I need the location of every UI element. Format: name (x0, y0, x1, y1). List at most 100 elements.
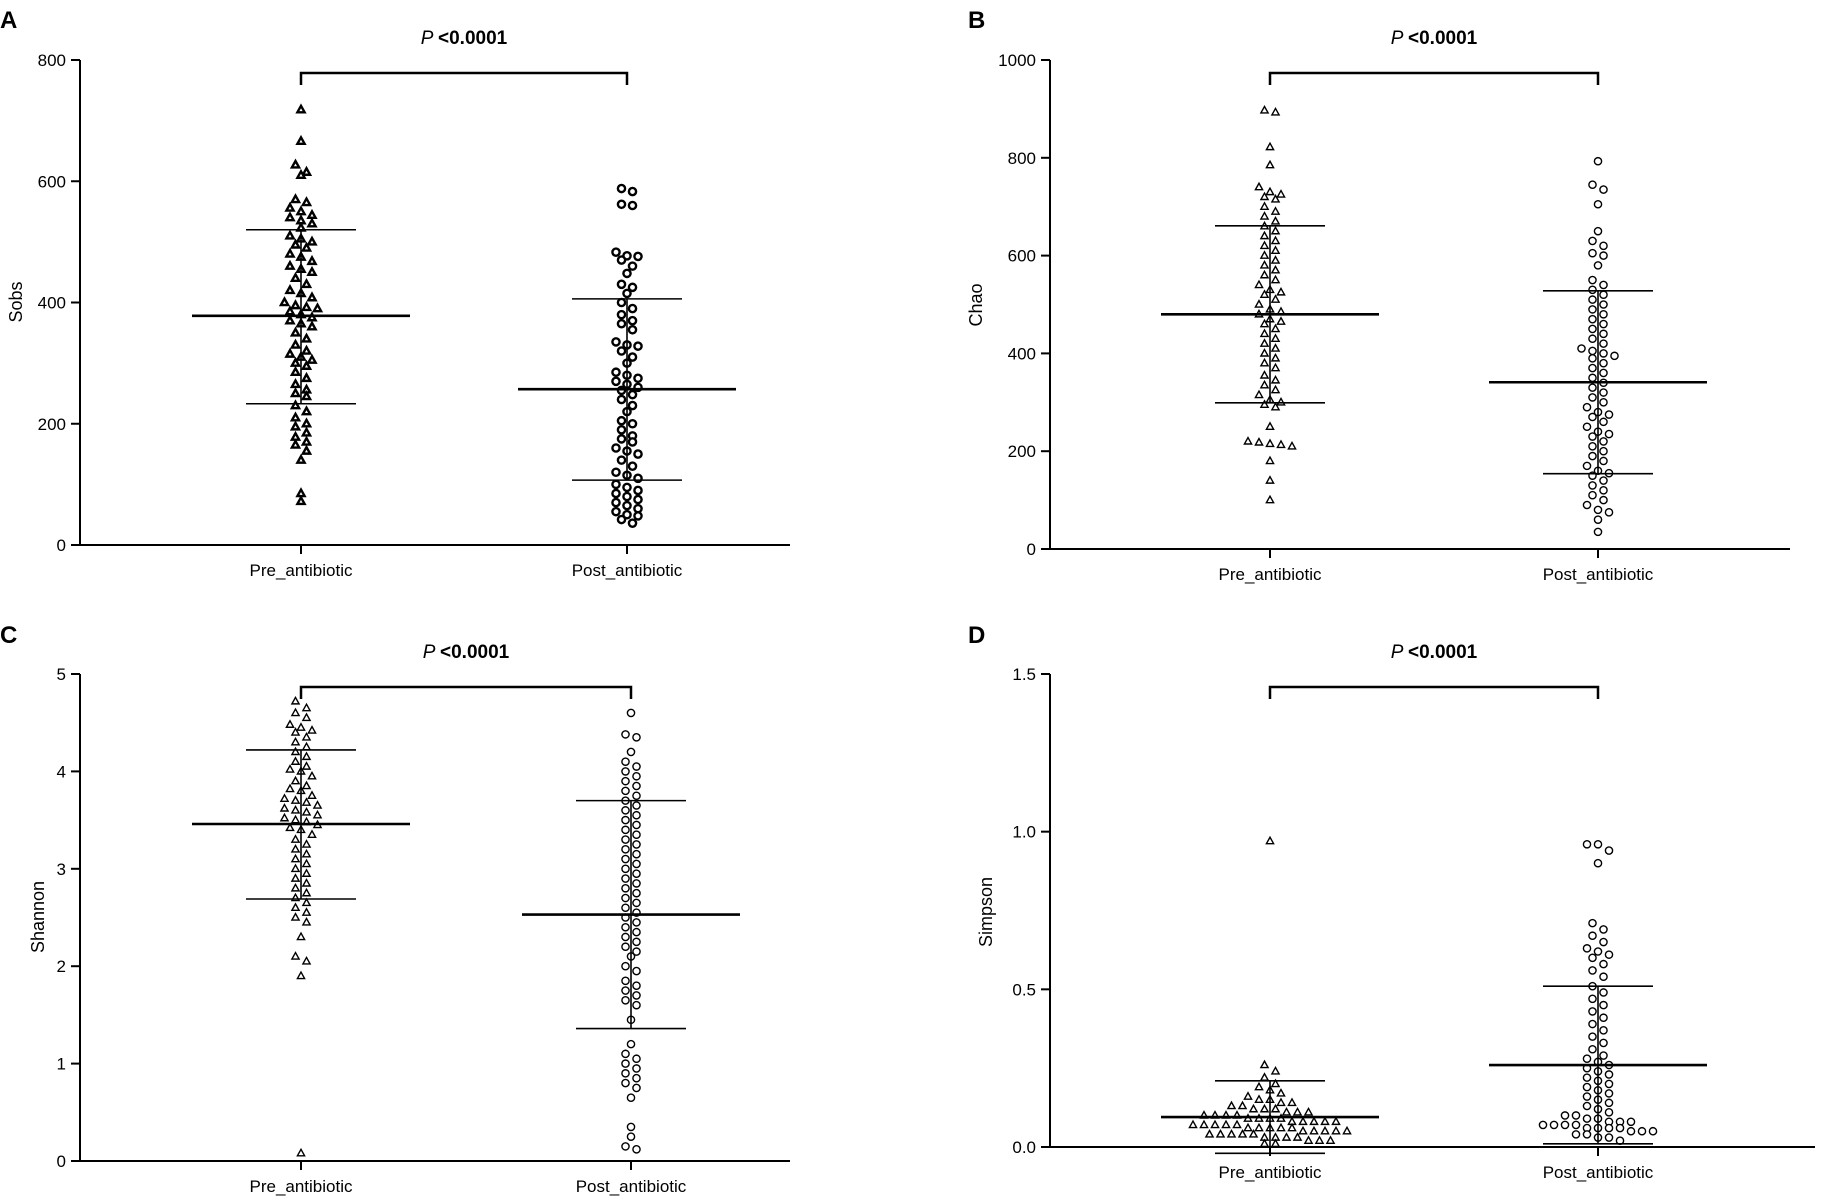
panel-c-pre-antibiotic-point-19 (301, 780, 312, 790)
panel-b-pre-antibiotic-point-1 (1270, 106, 1281, 116)
panel-c-pre-antibiotic-point-59 (296, 970, 306, 980)
panel-b-pre-antibiotic-point-4 (1254, 181, 1264, 191)
panel-b-pre-antibiotic-point-3 (1265, 159, 1275, 169)
panel-c-x-tick-label-0: Pre_antibiotic (249, 1177, 353, 1196)
panel-b-post-antibiotic-point-48 (1588, 442, 1597, 451)
panel-c-pre-antibiotic-point-54 (290, 912, 301, 921)
panel-c-post-antibiotic-point-11 (632, 791, 641, 801)
panel-a-pre-antibiotic-point-37 (284, 314, 296, 325)
panel-d-post-antibiotic-point-60 (1626, 1126, 1636, 1136)
panel-b-post-antibiotic-point-49 (1599, 446, 1608, 456)
panel-c-post-antibiotic-point-1 (621, 730, 630, 739)
panel-a-y-tick-label-1: 200 (38, 415, 66, 434)
panel-b: B 0 200 400 600 800 1000 Pre_antibiotic Post_ant… (966, 7, 1790, 584)
panel-a-pre-antibiotic-point-0 (295, 103, 307, 114)
panel-a-pre-antibiotic-point-58 (300, 417, 313, 428)
panel-d-pre-antibiotic-point-40 (1254, 1122, 1264, 1132)
panel-a-pre-antibiotic-point-39 (306, 320, 318, 331)
panel-b-pre-antibiotic-point-19 (1259, 250, 1270, 259)
panel-d-post-antibiotic-point-11 (1588, 953, 1597, 963)
panel-d-post-antibiotic-point-59 (1615, 1123, 1625, 1133)
panel-d-x-tick-label-1: Post_antibiotic (1543, 1163, 1654, 1182)
panel-c-post-antibiotic-point-18 (621, 825, 630, 835)
panel-c-post-antibiotic-point-25 (632, 859, 641, 869)
panel-c-post-antibiotic-point-65 (626, 1132, 636, 1141)
panel-c-post-antibiotic-point-67 (632, 1145, 641, 1154)
panel-b-post-antibiotic-point-14 (1588, 295, 1597, 304)
panel-b-pre-antibiotic-point-54 (1270, 401, 1281, 411)
panel-a-post-antibiotic-point-52 (633, 485, 643, 496)
panel-b-pre-antibiotic-point-52 (1276, 396, 1286, 406)
panel-c-pre-antibiotic-point-4 (285, 719, 295, 728)
panel-d-pre-antibiotic-point-37 (1221, 1119, 1231, 1129)
panel-c-post-antibiotic-point-14 (621, 806, 630, 815)
panel-b-post-antibiotic-point-46 (1588, 432, 1597, 441)
panel-d-pre-antibiotic-point-15 (1248, 1103, 1259, 1113)
panel-d-post-antibiotic-point-6 (1588, 931, 1597, 941)
panel-d-post-antibiotic-point-61 (1637, 1126, 1647, 1136)
panel-b-pre-antibiotic-point-36 (1259, 318, 1270, 328)
panel-d-pre-antibiotic-point-31 (1309, 1116, 1319, 1126)
panel-b-pre-antibiotic-point-7 (1259, 191, 1270, 201)
panel-c-p-value: P <0.0001 (423, 642, 510, 663)
panel-b-pre-antibiotic-point-62 (1265, 475, 1275, 484)
panel-b-pre-antibiotic-point-42 (1259, 348, 1270, 357)
panel-b-post-antibiotic-point-40 (1604, 410, 1614, 419)
panel-c-pre-antibiotic-point-17 (307, 770, 317, 780)
panel-a-post-antibiotic-point-16 (627, 315, 638, 326)
panel-a-pre-antibiotic-point-9 (306, 208, 318, 219)
panel-b-post-antibiotic-point-52 (1582, 461, 1592, 471)
panel-a-pre-antibiotic-point-40 (289, 326, 302, 337)
panel-b-pre-antibiotic-point-27 (1276, 286, 1286, 296)
panel-d-pre-antibiotic-point-52 (1237, 1129, 1248, 1138)
panel-d-post-antibiotic-point-42 (1582, 1101, 1592, 1111)
panel-a-pre-antibiotic-point-17 (289, 238, 302, 249)
panel-a-pre-antibiotic-point-22 (284, 259, 296, 270)
panel-c-post-antibiotic-point-50 (632, 991, 641, 1000)
panel-c-post-antibiotic-point-51 (621, 995, 630, 1005)
panel-c-pre-antibiotic-point-26 (312, 800, 323, 809)
panel-b-pre-antibiotic-point-35 (1276, 316, 1286, 325)
panel-a-pre-antibiotic-point-32 (300, 300, 313, 312)
panel-d-pre-antibiotic-point-38 (1232, 1119, 1242, 1129)
panel-c-post-antibiotic-point-31 (632, 888, 641, 898)
panel-c-post-antibiotic-point-66 (621, 1142, 630, 1151)
panel-d-pre-antibiotic-point-62 (1270, 1138, 1281, 1148)
panel-c-y-tick-label-5: 5 (57, 665, 66, 684)
panel-c-pre-antibiotic-point-9 (290, 736, 301, 746)
panel-b-post-antibiotic-point-65 (1593, 527, 1603, 537)
panel-c-post-antibiotic-point-58 (632, 1064, 641, 1073)
panel-d-pre-antibiotic-point-30 (1298, 1116, 1308, 1126)
panel-b-post-antibiotic-point-59 (1588, 490, 1597, 500)
panel-c-post-antibiotic-point-61 (621, 1078, 630, 1088)
panel-b-pre-antibiotic-point-10 (1270, 206, 1281, 215)
panel-d-post-antibiotic-point-44 (1604, 1108, 1614, 1117)
panel-c-post-antibiotic-point-42 (621, 942, 630, 952)
panel-d-post-antibiotic-series (1489, 839, 1707, 1145)
panel-d-post-antibiotic-point-32 (1604, 1070, 1614, 1079)
panel-c-x-tick-label-1: Post_antibiotic (576, 1177, 687, 1196)
panel-a-post-antibiotic-point-25 (611, 367, 621, 378)
panel-c-post-antibiotic-point-9 (632, 781, 641, 791)
panel-c-pre-antibiotic-point-1 (301, 702, 312, 712)
panel-c-pre-antibiotic-point-27 (279, 803, 290, 812)
panel-d-post-antibiotic-point-35 (1604, 1079, 1614, 1089)
panel-d-post-antibiotic-point-3 (1593, 858, 1603, 868)
panel-a-significance-bracket (299, 71, 629, 85)
panel-d-pre-antibiotic-point-42 (1276, 1122, 1286, 1132)
panel-b-post-antibiotic-point-62 (1593, 505, 1603, 515)
panel-c-y-tick-label-3: 3 (57, 860, 66, 879)
panel-c-pre-antibiotic-point-37 (307, 829, 317, 839)
panel-a-x-tick-label-1: Post_antibiotic (572, 561, 683, 580)
panel-c: C 0 1 2 3 4 5 Pre_antibiotic Post_antibiotic Shan… (0, 622, 790, 1196)
panel-b-pre-antibiotic-point-23 (1259, 269, 1270, 279)
panel-b-post-antibiotic-point-8 (1599, 251, 1608, 260)
panel-a-post-antibiotic-point-2 (616, 199, 627, 210)
panel-c-pre-antibiotic-point-52 (290, 902, 301, 912)
panel-d-x-tick-label-0: Pre_antibiotic (1218, 1163, 1322, 1182)
panel-c-y-tick-label-2: 2 (57, 957, 66, 976)
panel-d-pre-antibiotic-point-44 (1298, 1125, 1308, 1135)
panel-b-post-antibiotic-point-64 (1593, 515, 1603, 524)
panel-a-pre-antibiotic-point-41 (300, 332, 313, 343)
panel-b-pre-antibiotic-point-43 (1270, 352, 1281, 362)
